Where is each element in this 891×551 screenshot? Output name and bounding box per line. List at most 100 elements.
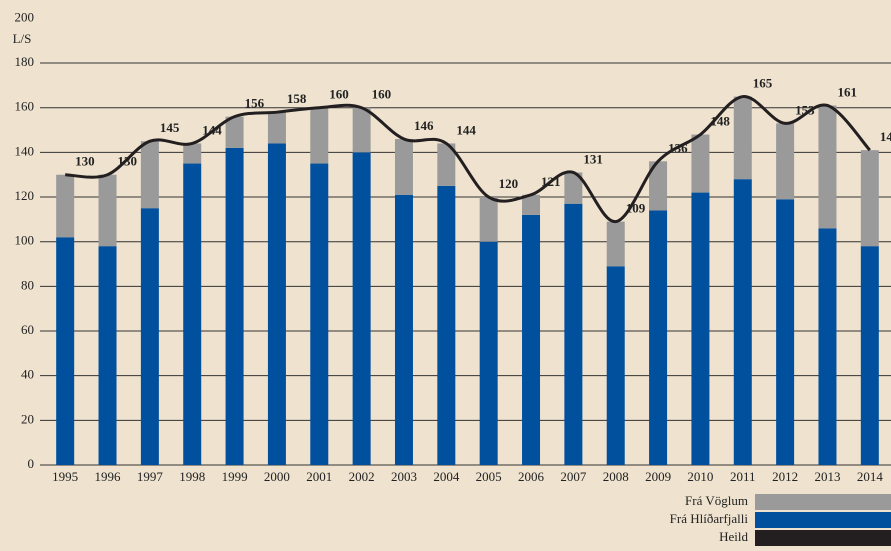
bar-segment — [479, 241, 498, 465]
y-tick-label: 200 — [15, 9, 35, 24]
bar-segment — [310, 163, 329, 466]
bar-segment — [267, 143, 286, 465]
value-label: 130 — [118, 154, 137, 169]
bar-segment — [818, 228, 837, 465]
bar-segment — [522, 194, 541, 215]
y-tick-label: 180 — [15, 54, 35, 69]
x-tick-label: 1998 — [179, 469, 205, 484]
y-tick-label: 20 — [21, 411, 34, 426]
x-tick-label: 2002 — [349, 469, 375, 484]
value-label: 158 — [287, 91, 307, 106]
y-tick-label: 60 — [21, 322, 34, 337]
bar-segment — [225, 116, 244, 148]
bar-segment — [860, 150, 879, 247]
legend-swatch — [755, 494, 891, 510]
y-tick-label: 120 — [15, 188, 35, 203]
x-tick-label: 2000 — [264, 469, 290, 484]
bar-segment — [183, 163, 202, 466]
bar-segment — [522, 214, 541, 465]
value-label: 156 — [245, 96, 265, 111]
bar-segment — [818, 105, 837, 229]
value-label: 165 — [753, 76, 773, 91]
bar-segment — [140, 141, 159, 209]
x-tick-label: 2011 — [730, 469, 756, 484]
bar-segment — [691, 192, 710, 465]
value-label: 148 — [710, 114, 730, 129]
y-tick-label: 40 — [21, 367, 34, 382]
x-tick-label: 2008 — [603, 469, 629, 484]
bar-segment — [776, 123, 795, 200]
y-tick-label: 100 — [15, 233, 35, 248]
value-label: 130 — [75, 154, 95, 169]
x-tick-label: 2004 — [433, 469, 460, 484]
value-label: 145 — [160, 120, 180, 135]
bar-segment — [394, 138, 413, 195]
bar-segment — [437, 185, 456, 465]
x-tick-label: 2001 — [306, 469, 332, 484]
y-axis-label: L/S — [13, 31, 32, 46]
x-tick-label: 1995 — [52, 469, 78, 484]
value-label: 146 — [414, 118, 434, 133]
bar-segment — [649, 161, 668, 211]
bar-segment — [140, 208, 159, 465]
bar-segment — [606, 221, 625, 267]
bar-segment — [394, 194, 413, 465]
x-tick-label: 1999 — [222, 469, 248, 484]
x-tick-label: 2010 — [687, 469, 713, 484]
legend-label: Heild — [719, 529, 748, 544]
value-label: 120 — [499, 176, 519, 191]
x-tick-label: 2012 — [772, 469, 798, 484]
bar-segment — [860, 246, 879, 465]
bar-segment — [776, 199, 795, 465]
x-tick-label: 2009 — [645, 469, 671, 484]
legend-swatch — [755, 530, 891, 546]
x-tick-label: 2006 — [518, 469, 545, 484]
bar-segment — [267, 112, 286, 144]
x-tick-label: 1997 — [137, 469, 164, 484]
bar-segment — [564, 203, 583, 465]
bar-segment — [56, 237, 75, 465]
value-label: 153 — [795, 102, 815, 117]
bar-segment — [691, 134, 710, 193]
value-label: 141 — [880, 129, 891, 144]
bar-segment — [352, 152, 371, 465]
legend-label: Frá Vöglum — [685, 493, 748, 508]
bar-segment — [352, 107, 371, 153]
legend-label: Frá Hlíðarfjalli — [670, 511, 749, 526]
bar-segment — [98, 246, 117, 465]
value-label: 144 — [202, 122, 222, 137]
value-label: 131 — [583, 151, 603, 166]
value-label: 160 — [329, 87, 349, 102]
y-tick-label: 160 — [15, 99, 35, 114]
value-label: 144 — [456, 122, 476, 137]
y-tick-label: 0 — [28, 456, 35, 471]
value-label: 121 — [541, 174, 561, 189]
bar-segment — [310, 107, 329, 164]
value-label: 161 — [837, 84, 857, 99]
x-tick-label: 2007 — [560, 469, 587, 484]
bar-segment — [225, 147, 244, 465]
value-label: 136 — [668, 140, 688, 155]
x-tick-label: 2014 — [857, 469, 884, 484]
total-line — [65, 95, 871, 224]
value-label: 160 — [372, 87, 392, 102]
bar-segment — [606, 266, 625, 465]
bar-segment — [733, 179, 752, 465]
x-tick-label: 2013 — [814, 469, 840, 484]
bar-segment — [479, 197, 498, 242]
y-tick-label: 140 — [15, 143, 35, 158]
legend-swatch — [755, 512, 891, 528]
bar-segment — [564, 172, 583, 204]
bar-segment — [56, 174, 75, 238]
x-tick-label: 2005 — [476, 469, 502, 484]
bar-segment — [649, 210, 668, 465]
bar-segment — [183, 143, 202, 164]
y-tick-label: 80 — [21, 277, 34, 292]
bar-segment — [437, 143, 456, 186]
value-label: 109 — [626, 201, 646, 216]
x-tick-label: 2003 — [391, 469, 417, 484]
bar-segment — [98, 174, 117, 247]
bar-segment — [733, 96, 752, 180]
x-tick-label: 1996 — [95, 469, 122, 484]
